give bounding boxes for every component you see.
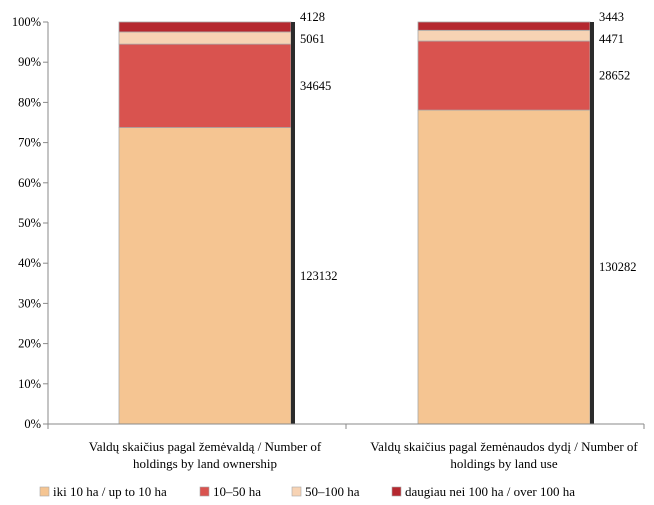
data-label: 34645 bbox=[300, 79, 331, 93]
x-category-label: Valdų skaičius pagal žemėvaldą / Number … bbox=[89, 439, 322, 454]
y-tick-label: 90% bbox=[18, 55, 41, 69]
data-label: 130282 bbox=[599, 260, 637, 274]
data-label: 28652 bbox=[599, 69, 630, 83]
data-label: 123132 bbox=[300, 269, 338, 283]
y-tick-label: 0% bbox=[24, 417, 41, 431]
x-category-label: Valdų skaičius pagal žemėnaudos dydį / N… bbox=[370, 439, 638, 454]
data-label: 4471 bbox=[599, 32, 624, 46]
y-tick-label: 10% bbox=[18, 377, 41, 391]
bar-segment bbox=[118, 43, 292, 128]
y-tick-label: 60% bbox=[18, 176, 41, 190]
data-label: 4128 bbox=[300, 10, 325, 24]
legend-swatch bbox=[199, 486, 210, 497]
y-tick-label: 20% bbox=[18, 337, 41, 351]
bar-segment bbox=[417, 29, 591, 42]
legend-label: daugiau nei 100 ha / over 100 ha bbox=[405, 484, 575, 499]
bar-segment bbox=[118, 21, 292, 33]
bar-edge bbox=[590, 22, 594, 424]
x-category-label: holdings by land ownership bbox=[133, 456, 277, 471]
y-tick-label: 30% bbox=[18, 296, 41, 310]
legend-swatch bbox=[391, 486, 402, 497]
legend-label: iki 10 ha / up to 10 ha bbox=[53, 484, 167, 499]
legend: iki 10 ha / up to 10 ha 10–50 ha 50–100 ha… bbox=[39, 484, 575, 499]
bar-segment bbox=[417, 40, 591, 111]
y-tick-label: 80% bbox=[18, 95, 41, 109]
bars-group bbox=[118, 21, 594, 425]
y-tick-label: 70% bbox=[18, 136, 41, 150]
y-tick-label: 50% bbox=[18, 216, 41, 230]
legend-label: 50–100 ha bbox=[305, 484, 360, 499]
y-tick-label: 40% bbox=[18, 256, 41, 270]
bar-segment bbox=[118, 127, 292, 425]
segment-labels: 123132 34645 5061 4128 130282 28652 4471 3443 bbox=[300, 10, 637, 283]
x-category-label: holdings by land use bbox=[450, 456, 557, 471]
y-axis: 0% 10% 20% 30% 40% 50% 60% 70% 80% 90% 100% bbox=[12, 15, 49, 431]
bar-segment bbox=[118, 31, 292, 45]
bar-edge bbox=[291, 22, 295, 424]
legend-swatch bbox=[39, 486, 50, 497]
bar-segment bbox=[417, 109, 591, 425]
data-label: 5061 bbox=[300, 32, 325, 46]
data-label: 3443 bbox=[599, 10, 624, 24]
legend-label: 10–50 ha bbox=[213, 484, 261, 499]
x-axis: Valdų skaičius pagal žemėvaldą / Number … bbox=[47, 423, 645, 471]
y-tick-label: 100% bbox=[12, 15, 41, 29]
legend-swatch bbox=[291, 486, 302, 497]
bar-segment bbox=[417, 21, 591, 31]
